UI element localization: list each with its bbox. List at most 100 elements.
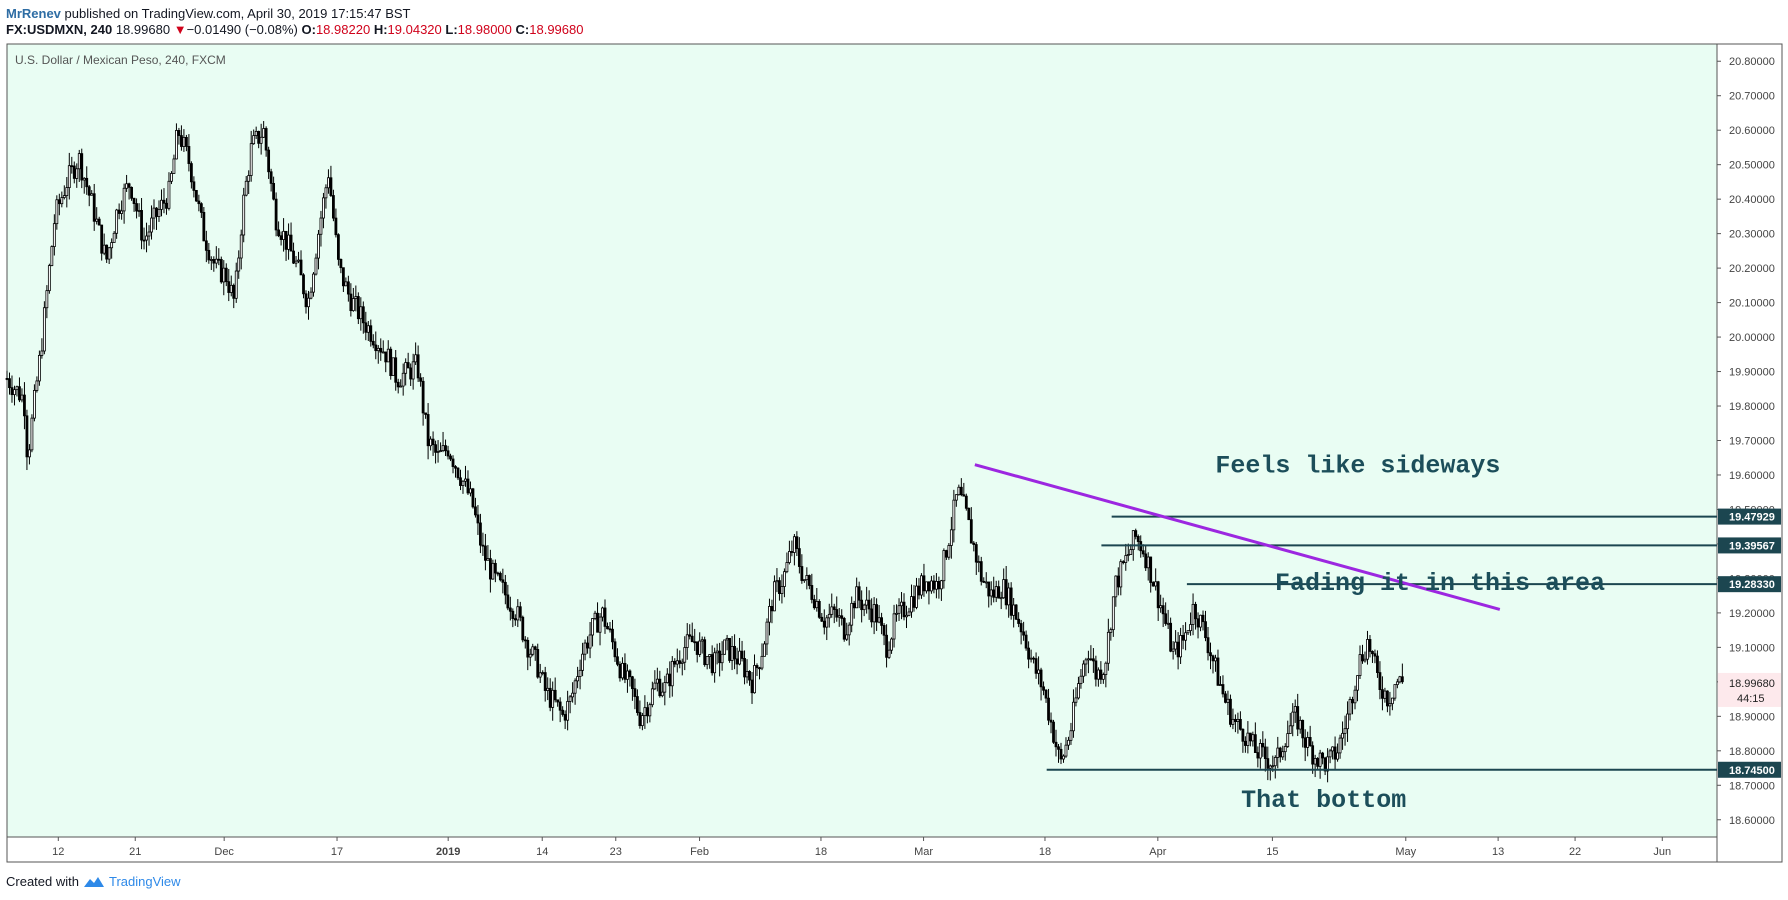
candle [1149,556,1153,593]
candle-body [875,604,879,623]
candle-body [1104,662,1108,675]
candle [1186,630,1190,636]
y-tick-label: 20.30000 [1729,229,1775,241]
candle-body [70,165,74,168]
candle-body [611,628,614,643]
candle [95,207,99,225]
candle [718,642,722,677]
candle [556,699,560,707]
candle [346,275,350,302]
author-link[interactable]: MrRenev [6,6,61,21]
candle-body [503,581,507,596]
candle-body [1221,684,1225,695]
candle [558,697,562,723]
candle-body [508,607,512,612]
candle-body [862,604,866,611]
candle-body [735,658,739,665]
candle [371,334,375,349]
candle [327,169,330,194]
candle-body [680,661,684,664]
candle-body [444,445,447,452]
candle-body [486,558,490,561]
y-tick-label: 20.80000 [1729,56,1775,68]
candle-body [421,380,425,414]
candle [185,134,188,152]
tradingview-brand-link[interactable]: TradingView [108,874,181,889]
candle [1361,644,1364,664]
candle-body [145,235,148,241]
candle [693,628,697,651]
candle-body [1109,629,1113,633]
candle-body [391,357,395,376]
candle [47,263,51,294]
candle-body [902,601,906,618]
candle [1047,688,1050,726]
candle [135,198,138,219]
candle-body [653,682,657,690]
candle [877,605,881,624]
candle-body [1296,706,1300,730]
candle [825,615,829,641]
candle [1024,630,1028,651]
candle [349,283,353,317]
candle-body [396,381,400,388]
candle [842,616,846,642]
candle-body [543,672,547,691]
candle-body [162,199,166,204]
candle [733,634,736,670]
candle-body [628,670,632,678]
candle [33,384,36,422]
candle-body [1161,605,1165,615]
candle-body [1111,596,1115,631]
low-label: L: [445,22,458,37]
candle-body [117,209,121,214]
candle-body [431,438,435,446]
candle [548,678,552,712]
tradingview-logo-icon [83,876,104,887]
candle-body [52,223,56,248]
candle [810,573,814,604]
candle-body [446,450,450,457]
candle [930,575,933,594]
candle [30,414,34,453]
candle [122,183,126,224]
candle [885,624,888,668]
candle-body [197,200,201,205]
candle [302,273,305,299]
candle [601,606,604,622]
candle [596,602,599,633]
candle-body [613,641,617,658]
candle [581,642,584,677]
candle [1007,582,1011,618]
candle-body [10,387,14,396]
candle [700,636,704,654]
candle [1298,716,1302,734]
candle [553,677,557,703]
candle-body [1151,582,1155,587]
candle-body [386,348,390,363]
candle [1059,742,1063,765]
candle [80,148,84,189]
candle-body [1176,641,1180,658]
candle [738,637,741,666]
candle-body [180,135,183,147]
candle-body [237,257,241,272]
candle [152,199,156,230]
candle [1371,650,1374,663]
candle [90,190,94,196]
candle-body [723,639,727,655]
candle [780,574,784,604]
y-tick-label: 20.40000 [1729,194,1775,206]
candle-body [451,458,455,467]
candle [1261,731,1265,757]
candle-body [1141,550,1145,555]
candle [456,467,460,481]
candle [984,572,988,589]
candle-body [1159,605,1163,609]
candle-body [790,551,794,553]
candle-body [748,671,751,681]
candle [1386,690,1389,713]
level-price-tag [1718,576,1781,593]
candle-body [1164,613,1168,624]
